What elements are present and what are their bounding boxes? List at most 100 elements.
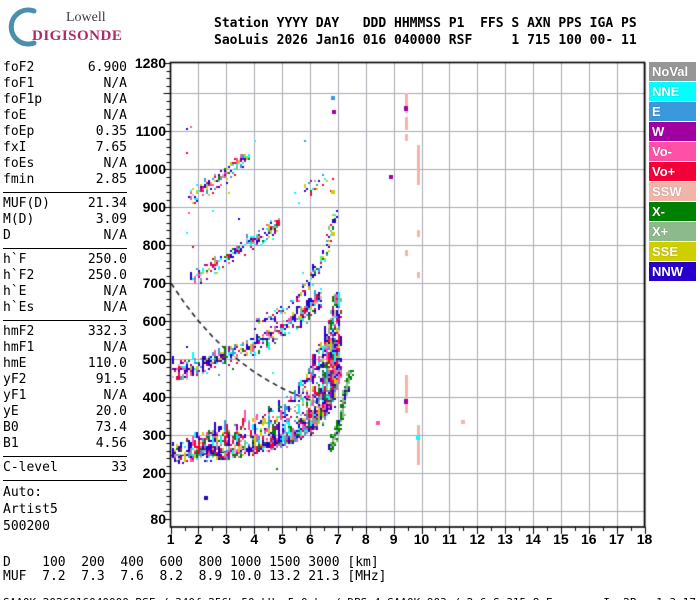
logo-digisonde-text: DIGISONDE: [32, 28, 123, 44]
param-value: 3.09: [95, 212, 127, 227]
panel-divider: [3, 456, 127, 457]
param-label: h`E: [3, 284, 27, 299]
param-row-fof1: foF1 N/A: [3, 76, 127, 92]
param-row-m-d: M(D) 3.09: [3, 212, 127, 228]
legend-item-x: X+: [649, 222, 696, 241]
param-row-d: D N/A: [3, 228, 127, 244]
param-value: 33: [111, 460, 127, 475]
param-label: yF2: [3, 372, 27, 387]
y-axis-label-1000: 1000: [134, 161, 166, 178]
param-row-muf-d: MUF(D) 21.34: [3, 196, 127, 212]
param-value: N/A: [103, 340, 127, 355]
lowell-digisonde-logo: Lowell DIGISONDE: [6, 4, 156, 52]
x-axis-label-2: 2: [194, 531, 203, 547]
param-label: B0: [3, 420, 19, 435]
legend-item-nnw: NNW: [649, 262, 696, 281]
panel-divider: [3, 248, 127, 249]
param-row-h-es: h`Es N/A: [3, 300, 127, 316]
param-row-yf1: yF1 N/A: [3, 388, 127, 404]
x-axis-label-15: 15: [553, 531, 569, 547]
legend-item-noval: NoVal: [649, 62, 696, 81]
y-axis-label-200: 200: [142, 465, 166, 482]
panel-divider: [3, 480, 127, 481]
legend-item-sse: SSE: [649, 242, 696, 261]
y-axis-label-800: 800: [142, 237, 166, 254]
param-row-foep: foEp 0.35: [3, 124, 127, 140]
param-row-fmin: fmin 2.85: [3, 172, 127, 188]
header-line-2: SaoLuis 2026 Jan16 016 040000 RSF 1 715 …: [214, 33, 637, 48]
param-row-hme: hmE 110.0: [3, 356, 127, 372]
param-value: 0.35: [95, 124, 127, 139]
param-value: 73.4: [95, 420, 127, 435]
x-axis-label-16: 16: [581, 531, 597, 547]
param-label: B1: [3, 436, 19, 451]
param-row-fxi: fxI 7.65: [3, 140, 127, 156]
param-label: yF1: [3, 388, 27, 403]
param-value: N/A: [103, 76, 127, 91]
legend-item-e: E: [649, 102, 696, 121]
param-label: foEs: [3, 156, 35, 171]
param-label: fmin: [3, 172, 35, 187]
footer-version: Ion2Png 1.3.17: [603, 596, 696, 600]
param-value: N/A: [103, 92, 127, 107]
x-axis-label-1: 1: [166, 531, 175, 547]
param-label: M(D): [3, 212, 35, 227]
param-value: N/A: [103, 228, 127, 243]
param-label: foE: [3, 108, 27, 123]
param-value: 20.0: [95, 404, 127, 419]
footer-d-row: D 100 200 400 600 800 1000 1500 3000 [km…: [3, 555, 379, 570]
param-row-foes: foEs N/A: [3, 156, 127, 172]
param-label: h`F: [3, 252, 27, 267]
param-row-h-e: h`E N/A: [3, 284, 127, 300]
param-label: C-level: [3, 460, 58, 475]
param-label: hmF2: [3, 324, 35, 339]
param-row-c-level: C-level 33: [3, 460, 127, 476]
param-value: 110.0: [87, 356, 127, 371]
param-row-fof2: foF2 6.900: [3, 60, 127, 76]
param-value: N/A: [103, 300, 127, 315]
autoscaling-info-line: Artist5: [3, 502, 58, 517]
x-axis-label-13: 13: [497, 531, 513, 547]
y-axis-label-300: 300: [142, 427, 166, 444]
param-value: N/A: [103, 388, 127, 403]
x-axis-label-7: 7: [333, 531, 342, 547]
x-axis-label-9: 9: [389, 531, 398, 547]
x-axis-label-3: 3: [222, 531, 231, 547]
logo-arc-icon: [8, 7, 37, 47]
y-axis-label-1280: 1280: [134, 55, 166, 71]
x-axis-label-11: 11: [441, 531, 457, 547]
x-axis-label-10: 10: [413, 531, 430, 547]
param-label: hmF1: [3, 340, 35, 355]
y-axis-label-500: 500: [142, 351, 166, 368]
x-axis-label-8: 8: [361, 531, 370, 547]
x-axis-label-6: 6: [306, 531, 314, 547]
param-label: foF1p: [3, 92, 43, 107]
param-value: 250.0: [87, 252, 127, 267]
x-axis-label-14: 14: [525, 531, 541, 547]
param-value: 6.900: [87, 60, 127, 75]
param-value: 91.5: [95, 372, 127, 387]
legend-item-nne: NNE: [649, 82, 696, 101]
param-row-h-f: h`F 250.0: [3, 252, 127, 268]
param-row-foe: foE N/A: [3, 108, 127, 124]
y-axis-label-700: 700: [142, 275, 166, 292]
y-axis-label-400: 400: [142, 389, 166, 406]
legend-item-w: W: [649, 122, 696, 141]
param-row-hmf2: hmF2 332.3: [3, 324, 127, 340]
param-row-ye: yE 20.0: [3, 404, 127, 420]
param-value: 2.85: [95, 172, 127, 187]
param-label: foF1: [3, 76, 35, 91]
param-row-h-f2: h`F2 250.0: [3, 268, 127, 284]
parameter-panel: foF2 6.900 foF1 N/A foF1p N/A foE N/A foEp 0.35 fx…: [3, 60, 127, 535]
param-row-fof1p: foF1p N/A: [3, 92, 127, 108]
y-axis-label-900: 900: [142, 199, 166, 216]
param-label: MUF(D): [3, 196, 50, 211]
panel-divider: [3, 320, 127, 321]
param-row-hmf1: hmF1 N/A: [3, 340, 127, 356]
param-label: foEp: [3, 124, 35, 139]
header-line-1: Station YYYY DAY DDD HHMMSS P1 FFS S AXN…: [214, 16, 637, 31]
param-row-b0: B0 73.4: [3, 420, 127, 436]
x-axis-label-4: 4: [250, 531, 259, 547]
